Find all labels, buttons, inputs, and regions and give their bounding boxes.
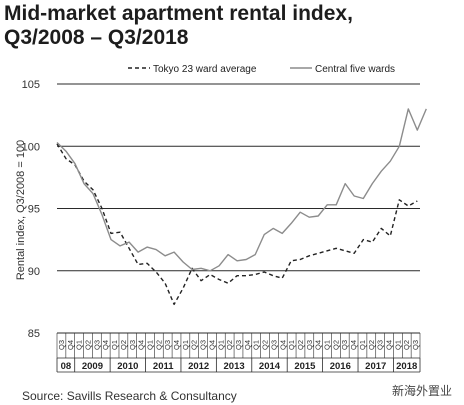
quarter-label: Q3 xyxy=(92,340,101,350)
year-label: 2015 xyxy=(294,361,316,372)
y-axis-label: Rental index, Q3/2008 = 100 xyxy=(15,140,27,280)
quarter-label: Q3 xyxy=(269,340,278,350)
quarter-label: Q2 xyxy=(154,340,163,350)
quarter-label: Q2 xyxy=(261,340,270,350)
quarter-label: Q3 xyxy=(163,340,172,350)
quarter-label: Q2 xyxy=(119,340,128,350)
quarter-label: Q4 xyxy=(172,340,181,350)
quarter-label: Q3 xyxy=(340,340,349,350)
quarter-label: Q1 xyxy=(358,340,367,350)
legend-label-tokyo-23-ward-average: Tokyo 23 ward average xyxy=(153,64,257,75)
quarter-label: Q1 xyxy=(146,340,155,350)
series-line-tokyo-23-ward-average xyxy=(56,143,418,306)
quarter-label: Q2 xyxy=(190,340,199,350)
quarter-label: Q3 xyxy=(57,340,66,350)
quarter-label: Q1 xyxy=(287,340,296,350)
y-tick-label-100: 100 xyxy=(22,141,40,153)
chart-legend: Tokyo 23 ward average Central five wards xyxy=(128,64,395,75)
quarter-label: Q1 xyxy=(75,340,84,350)
y-tick-label-90: 90 xyxy=(28,266,40,278)
legend-label-central-five-wards: Central five wards xyxy=(315,64,395,75)
source-note: Source: Savills Research & Consultancy xyxy=(22,389,237,403)
quarter-label: Q4 xyxy=(101,340,110,350)
year-label: 2009 xyxy=(82,361,103,372)
quarter-label: Q1 xyxy=(252,340,261,350)
quarter-label: Q2 xyxy=(402,340,411,350)
quarter-label: Q1 xyxy=(393,340,402,350)
year-label: 2017 xyxy=(365,361,386,372)
chart-title-line-1: Mid-market apartment rental index, xyxy=(4,2,353,25)
y-tick-label-95: 95 xyxy=(28,204,40,216)
year-label: 2014 xyxy=(259,361,281,372)
quarter-label: Q4 xyxy=(137,340,146,350)
quarter-label: Q2 xyxy=(296,340,305,350)
chart-title-line-2: Q3/2008 – Q3/2018 xyxy=(4,26,189,49)
x-axis: Q3 Q4 Q1 Q2 Q3 Q4 Q1 Q2 Q3 Q4 Q1 Q2 Q3 Q4 Q1 Q2 Q3 Q4 Q1 Q2… xyxy=(56,332,421,373)
quarter-label: Q3 xyxy=(234,340,243,350)
year-label: 08 xyxy=(61,361,72,372)
quarter-label: Q1 xyxy=(181,340,190,350)
year-label: 2018 xyxy=(396,361,417,372)
quarter-label: Q2 xyxy=(225,340,234,350)
y-axis: 85 90 95 100 105 xyxy=(22,79,40,340)
year-label: 2011 xyxy=(153,361,174,372)
quarter-label: Q1 xyxy=(110,340,119,350)
quarter-label: Q2 xyxy=(367,340,376,350)
quarter-label: Q3 xyxy=(305,340,314,350)
chart-series xyxy=(56,108,427,306)
quarter-label: Q4 xyxy=(385,340,394,350)
year-label: 2016 xyxy=(330,361,351,372)
quarter-label: Q3 xyxy=(411,340,420,350)
chart-title: Mid-market apartment rental index, Q3/20… xyxy=(4,2,353,50)
quarter-label: Q2 xyxy=(331,340,340,350)
year-label: 2013 xyxy=(224,361,245,372)
quarter-label: Q4 xyxy=(349,340,358,350)
quarter-label: Q3 xyxy=(199,340,208,350)
quarter-label: Q4 xyxy=(314,340,323,350)
chart-gridlines xyxy=(57,83,420,272)
quarter-label: Q1 xyxy=(323,340,332,350)
year-label: 2012 xyxy=(188,361,209,372)
quarter-label: Q3 xyxy=(128,340,137,350)
quarter-label: Q4 xyxy=(66,340,75,350)
quarter-label: Q4 xyxy=(207,340,216,350)
watermark: 新海外置业 xyxy=(392,384,453,398)
year-label: 2010 xyxy=(117,361,138,372)
quarter-label: Q3 xyxy=(376,340,385,350)
quarter-label: Q1 xyxy=(216,340,225,350)
quarter-label: Q4 xyxy=(278,340,287,350)
y-tick-label-85: 85 xyxy=(28,328,40,340)
y-tick-label-105: 105 xyxy=(22,79,40,91)
series-line-central-five-wards xyxy=(56,108,427,272)
quarter-label: Q4 xyxy=(243,340,252,350)
quarter-label: Q2 xyxy=(84,340,93,350)
